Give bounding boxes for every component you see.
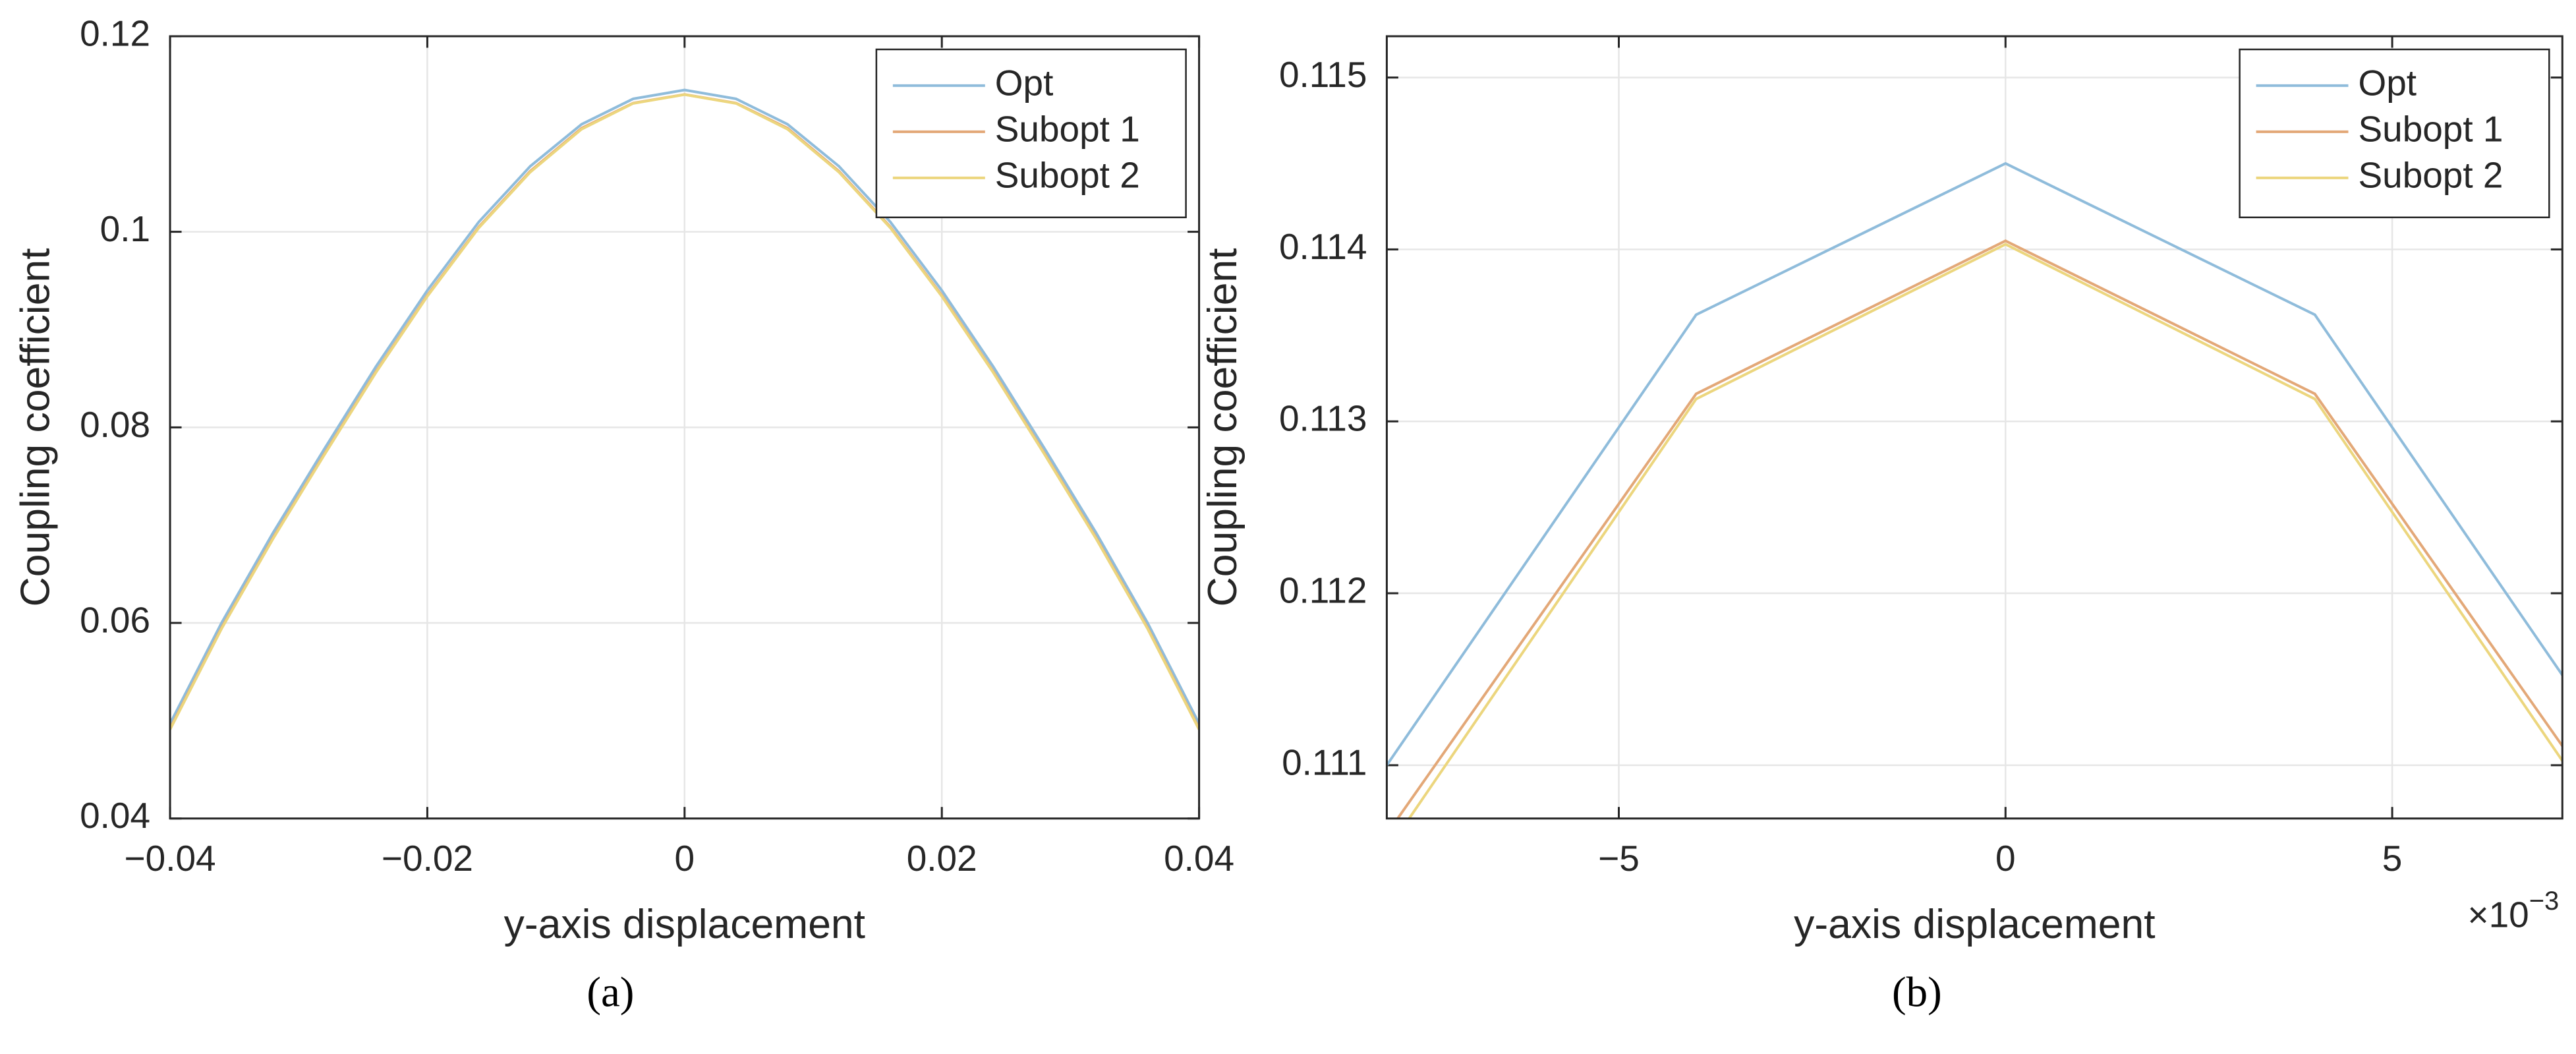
chart-panel: 0.04 0.06 0.08 0.1 0.12 −0.04 −0.02 0 0.02 0.04 Op… [13,13,1234,1016]
series-line [1387,161,2563,767]
series-line [170,93,1199,730]
legend-label: Opt [995,62,1054,103]
plot-lines [170,88,1199,730]
y-tick-label: 0.06 [80,600,150,641]
x-scale-exponent: −3 [2529,887,2560,916]
legend-box [2239,48,2550,219]
chart-panel: 0.111 0.112 0.113 0.114 0.115 −5 0 5 Opt Subopt 1… [1199,35,2563,1016]
x-tick-label: −0.02 [382,838,473,879]
y-tick-label: 0.113 [1279,398,1367,439]
y-tick-label: 0.12 [80,13,150,53]
series-line [1396,239,2563,819]
y-tick-label: 0.112 [1279,570,1367,611]
y-tick-label: 0.111 [1282,742,1367,782]
x-axis-label: y-axis displacement [1794,901,2155,947]
x-tick-label: 5 [2382,838,2403,879]
x-tick-label: 0.04 [1164,838,1234,879]
x-tick-label: −0.04 [125,838,216,879]
axes-box [1385,35,2563,820]
y-tick-label: 0.114 [1279,226,1367,267]
x-tick-label: −5 [1598,838,1640,879]
x-scale-base: ×10 [2467,894,2529,935]
y-tick-label: 0.04 [80,795,150,836]
legend-label: Opt [2358,62,2417,103]
y-axis-label: Coupling coefficient [13,248,59,606]
x-tick-label: 0 [675,838,695,879]
panel-label: (b) [1892,968,1942,1016]
legend-label: Subopt 2 [2358,154,2503,195]
legend: Opt Subopt 1 Subopt 2 [2239,48,2550,219]
legend: Opt Subopt 1 Subopt 2 [875,48,1187,219]
y-axis-label: Coupling coefficient [1199,248,1245,606]
plot-lines [1387,161,2563,819]
y-tick-label: 0.115 [1279,54,1367,95]
legend-box [875,48,1187,219]
x-tick-label: 0.02 [907,838,977,879]
y-tick-label: 0.1 [100,208,150,249]
legend-label: Subopt 1 [995,108,1140,149]
y-tick-label: 0.08 [80,404,150,445]
axes-box [169,35,1201,820]
series-line [170,88,1199,724]
x-scale-label: ×10−3 [2467,887,2559,935]
legend-label: Subopt 2 [995,154,1140,195]
x-axis-label: y-axis displacement [504,901,865,947]
legend-label: Subopt 1 [2358,108,2503,149]
x-tick-label: 0 [1995,838,2016,879]
panel-label: (a) [587,968,634,1016]
series-line [1407,243,2563,819]
